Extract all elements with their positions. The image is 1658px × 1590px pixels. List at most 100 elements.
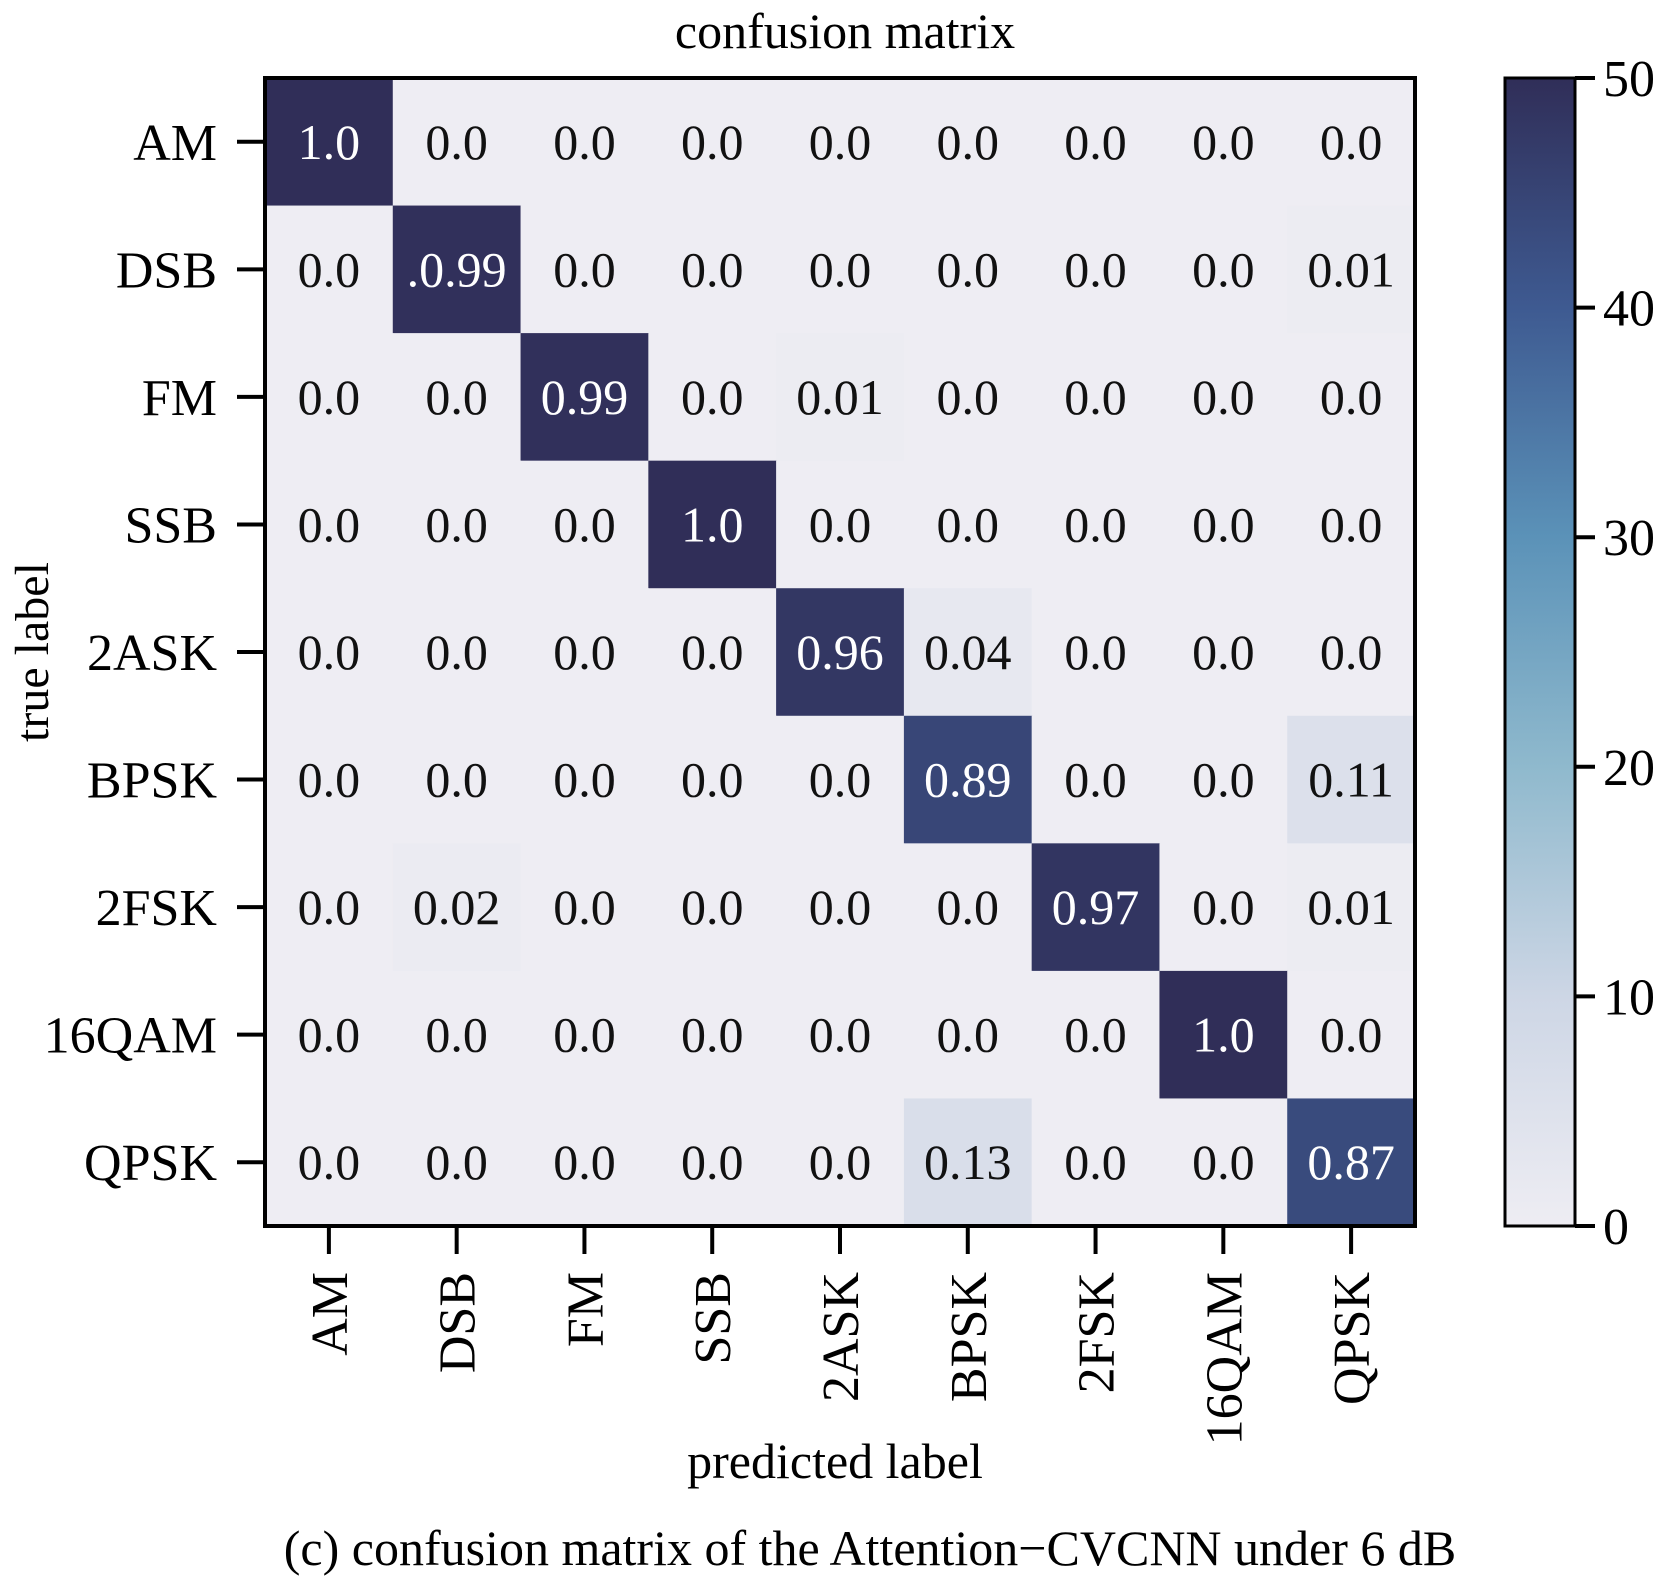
cell-value-label: 0.0 [1064,624,1127,680]
cell-value-label: 0.01 [1307,879,1395,935]
cell-value-label: 0.01 [1307,241,1395,297]
x-tick-label: SSB [685,1272,742,1365]
heatmap-cell [776,1098,905,1227]
heatmap-cell [1159,715,1288,844]
x-axis: AM DSB FM SSB 2ASK BPSK 2FSK 16QAM QPSK [302,1226,1381,1445]
y-axis-label: true label [6,562,59,742]
heatmap-cell [1287,333,1416,462]
cell-value-label: 0.0 [1320,1007,1383,1063]
cell-value-label: 0.0 [298,369,361,425]
y-tick-label: 16QAM [44,1008,217,1065]
cell-value-label: 0.0 [553,1134,616,1190]
heatmap-cell [1159,843,1288,972]
colorbar-tick-label: 0 [1603,1199,1629,1256]
heatmap-cell [1287,78,1416,207]
heatmap-cell [903,843,1033,972]
cell-value-label: 0.0 [1192,879,1255,935]
cell-value-label: 0.0 [425,1134,488,1190]
heatmap-cell [648,205,777,334]
heatmap-cell [265,588,394,717]
cell-value-label: 0.97 [1052,879,1140,935]
x-tick-label: 16QAM [1196,1272,1253,1445]
heatmap-cell [265,970,394,1100]
colorbar-tick-label: 40 [1603,281,1655,338]
cell-value-label: 0.0 [1064,241,1127,297]
heatmap-cell [903,333,1033,462]
heatmap-cell [648,333,777,462]
heatmap-cell [265,333,394,462]
cell-value-label: 0.0 [809,496,872,552]
heatmap-cell [520,205,649,334]
cell-value-label: 0.11 [1308,752,1394,808]
heatmap-cell [1031,588,1161,717]
colorbar-tick-label: 10 [1603,969,1655,1026]
y-tick-label: QPSK [84,1135,217,1192]
cell-value-label: 0.0 [553,879,616,935]
heatmap-cell [392,588,522,717]
heatmap-cell [520,715,649,844]
x-tick-label: 2FSK [1069,1272,1126,1394]
cell-value-label: 0.0 [553,241,616,297]
cell-value-label: 0.0 [298,624,361,680]
heatmap-cell [776,843,905,972]
cell-value-label: 0.0 [809,114,872,170]
cell-value-label: 0.0 [937,1007,1000,1063]
heatmap-cell [265,460,394,589]
heatmap-cell-labels: 1.0 0.0 0.0 0.0 0.0 0.0 0.0 0.0 0.0 0.0 .0.99 0.0 0.… [298,114,1395,1190]
heatmap-cell [1287,588,1416,717]
heatmap-cell [1287,715,1416,844]
heatmap-cell [1159,333,1288,462]
chart-title: confusion matrix [675,3,1015,59]
heatmap-cell [265,78,394,207]
heatmap-cell [1287,1098,1416,1227]
cell-value-label: 0.0 [1192,369,1255,425]
cell-value-label: 0.0 [425,496,488,552]
colorbar-tick-label: 50 [1603,51,1655,108]
y-tick-label: BPSK [87,753,218,810]
heatmap-cell [265,205,394,334]
cell-value-label: 0.0 [681,1007,744,1063]
cell-value-label: 0.04 [924,624,1012,680]
heatmap-cell [520,460,649,589]
cell-value-label: 0.87 [1307,1134,1395,1190]
heatmap-cell [776,205,905,334]
cell-value-label: 0.0 [298,1007,361,1063]
heatmap-cell [1031,843,1161,972]
cell-value-label: 0.0 [298,752,361,808]
heatmap-cell [392,715,522,844]
heatmap-cell [648,78,777,207]
cell-value-label: 0.0 [425,369,488,425]
cell-value-label: 0.0 [1192,624,1255,680]
heatmap-cell [1031,715,1161,844]
cell-value-label: 0.0 [937,496,1000,552]
heatmap-cell [392,460,522,589]
heatmap-cell [520,970,649,1100]
cell-value-label: 0.0 [425,1007,488,1063]
cell-value-label: 0.0 [1064,1134,1127,1190]
cell-value-label: 0.13 [924,1134,1012,1190]
heatmap-cell [265,715,394,844]
heatmap-cell [1159,460,1288,589]
colorbar [1503,76,1577,1228]
y-tick-label: DSB [116,242,217,299]
colorbar-tick-label: 30 [1603,510,1655,567]
x-tick-label: BPSK [941,1272,998,1403]
cell-value-label: 0.0 [298,1134,361,1190]
colorbar-tick-label: 20 [1603,740,1655,797]
cell-value-label: 0.0 [1192,752,1255,808]
cell-value-label: 0.0 [553,496,616,552]
y-tick-label: FM [142,370,217,427]
heatmap-cell [903,205,1033,334]
heatmap-cell [520,333,649,462]
cell-value-label: 1.0 [1192,1007,1255,1063]
heatmap-cell [648,588,777,717]
heatmap-cell [776,78,905,207]
heatmap-cell [903,970,1033,1100]
heatmap-cell [903,588,1033,717]
heatmap-cell [776,970,905,1100]
heatmap-cell [392,1098,522,1227]
cell-value-label: 0.0 [1192,241,1255,297]
heatmap-cell [392,205,522,334]
cell-value-label: 1.0 [298,114,361,170]
cell-value-label: 0.0 [298,879,361,935]
